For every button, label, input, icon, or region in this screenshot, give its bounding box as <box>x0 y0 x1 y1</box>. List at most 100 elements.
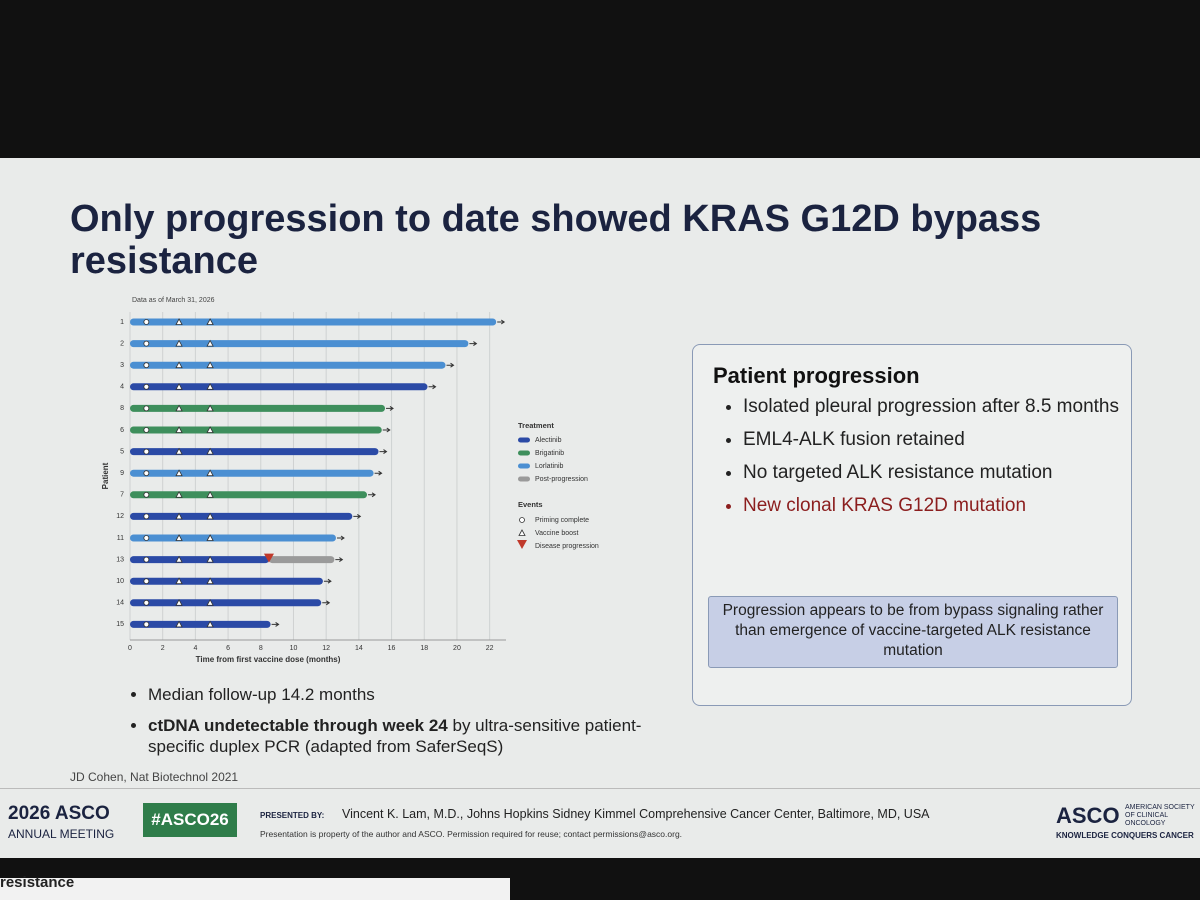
swimmer-bar <box>130 318 497 326</box>
x-tick-label: 10 <box>290 645 298 652</box>
event-marker <box>518 529 526 536</box>
y-tick-label: 10 <box>116 578 124 585</box>
swimmer-bar <box>130 620 271 628</box>
ongoing-arrow <box>446 362 455 368</box>
x-tick-label: 2 <box>161 645 165 652</box>
event-marker <box>263 553 274 563</box>
legend-label: Priming complete <box>535 517 589 524</box>
event-marker <box>143 362 150 369</box>
event-marker <box>206 339 214 347</box>
box-bullet: No targeted ALK resistance mutation <box>743 461 1131 484</box>
x-tick-label: 14 <box>355 645 363 652</box>
box-heading: Patient progression <box>713 363 920 388</box>
swimmer-bar <box>130 577 323 585</box>
slide: Only progression to date showed KRAS G12… <box>0 158 1200 858</box>
event-marker <box>143 383 150 390</box>
event-marker <box>143 513 150 520</box>
bullet: ctDNA undetectable through week 24 by ul… <box>148 715 668 757</box>
y-tick-label: 15 <box>116 621 124 628</box>
y-tick-label: 7 <box>120 492 124 499</box>
footer: 2026 ASCO ANNUAL MEETING #ASCO26 PRESENT… <box>0 788 1200 859</box>
swimmer-bar <box>130 491 368 499</box>
swimmer-bar <box>130 340 469 348</box>
legend-label: Brigatinib <box>535 450 564 457</box>
swimmer-bar <box>130 426 382 434</box>
x-tick-label: 20 <box>453 645 461 652</box>
y-tick-label: 11 <box>117 535 124 542</box>
swimmer-bar <box>130 512 353 520</box>
y-tick-label: 6 <box>120 427 124 434</box>
event-marker <box>175 404 183 412</box>
citation: JD Cohen, Nat Biotechnol 2021 <box>70 770 239 784</box>
ongoing-arrow <box>382 427 391 433</box>
logo: ASCO <box>1056 803 1120 828</box>
x-tick-label: 6 <box>226 645 230 652</box>
event-marker <box>206 512 214 520</box>
event-marker <box>206 577 214 585</box>
ongoing-arrow <box>271 621 280 627</box>
ongoing-arrow <box>497 319 506 325</box>
legend-label: Alectinib <box>535 437 562 444</box>
ongoing-arrow <box>428 384 437 390</box>
legend-label: Vaccine boost <box>535 530 579 537</box>
event-marker <box>143 578 150 585</box>
bullet-list: Median follow-up 14.2 months ctDNA undet… <box>120 684 668 767</box>
x-tick-label: 16 <box>388 645 396 652</box>
legend-label: Post-progression <box>535 476 588 483</box>
bullet-text: by ultra-sensitive patient-specific dupl… <box>148 716 642 756</box>
event-marker <box>206 447 214 455</box>
event-marker <box>519 517 525 523</box>
legend-title: Events <box>518 500 543 509</box>
swimmer-bar <box>130 469 374 477</box>
ongoing-arrow <box>336 535 345 541</box>
box-bullet: EML4-ALK fusion retained <box>743 428 1131 451</box>
ongoing-arrow <box>323 578 332 584</box>
x-tick-label: 22 <box>486 645 494 652</box>
event-marker <box>206 620 214 628</box>
event-marker <box>517 540 527 549</box>
event-marker <box>175 447 183 455</box>
legend-label: Disease progression <box>535 543 599 550</box>
footer-meeting: ANNUAL MEETING <box>8 827 115 841</box>
event-marker <box>206 598 214 606</box>
legend-swatch <box>518 437 530 443</box>
x-tick-label: 4 <box>193 645 197 652</box>
box-highlight: New clonal KRAS G12D mutation <box>743 494 1131 517</box>
chart-note: Data as of March 31, 2026 <box>132 297 215 304</box>
callout: Progression appears to be from bypass si… <box>708 596 1118 668</box>
swimmer-bar <box>130 599 322 607</box>
event-marker <box>175 361 183 369</box>
event-marker <box>143 427 150 433</box>
x-tick-label: 0 <box>128 645 132 652</box>
event-marker <box>175 512 183 520</box>
event-marker <box>206 382 214 390</box>
slide-title: Only progression to date showed KRAS G12… <box>70 198 1042 282</box>
event-marker <box>175 382 183 390</box>
y-tick-label: 5 <box>120 448 124 455</box>
swimmer-bar <box>130 556 269 564</box>
event-marker <box>143 319 150 325</box>
event-marker <box>143 491 150 498</box>
event-marker <box>175 490 183 498</box>
swimmer-bar <box>130 534 336 542</box>
property-note: Presentation is property of the author a… <box>260 829 683 839</box>
box-bullet: Isolated pleural progression after 8.5 m… <box>743 395 1131 418</box>
bullet: Median follow-up 14.2 months <box>148 684 668 705</box>
y-tick-label: 14 <box>116 600 124 607</box>
swimmer-bar <box>130 404 386 412</box>
event-marker <box>206 361 214 369</box>
next-screen-text: resistance <box>0 874 75 891</box>
legend-swatch <box>518 463 530 469</box>
event-marker <box>206 555 214 563</box>
event-marker <box>175 469 183 477</box>
event-marker <box>206 426 214 433</box>
ongoing-arrow <box>379 449 388 455</box>
event-marker <box>175 577 183 585</box>
event-marker <box>175 318 183 325</box>
presenter: Vincent K. Lam, M.D., Johns Hopkins Sidn… <box>342 807 930 821</box>
logo-tagline: KNOWLEDGE CONQUERS CANCER <box>1056 831 1194 840</box>
event-marker <box>206 490 214 498</box>
x-axis-label: Time from first vaccine dose (months) <box>196 655 341 664</box>
